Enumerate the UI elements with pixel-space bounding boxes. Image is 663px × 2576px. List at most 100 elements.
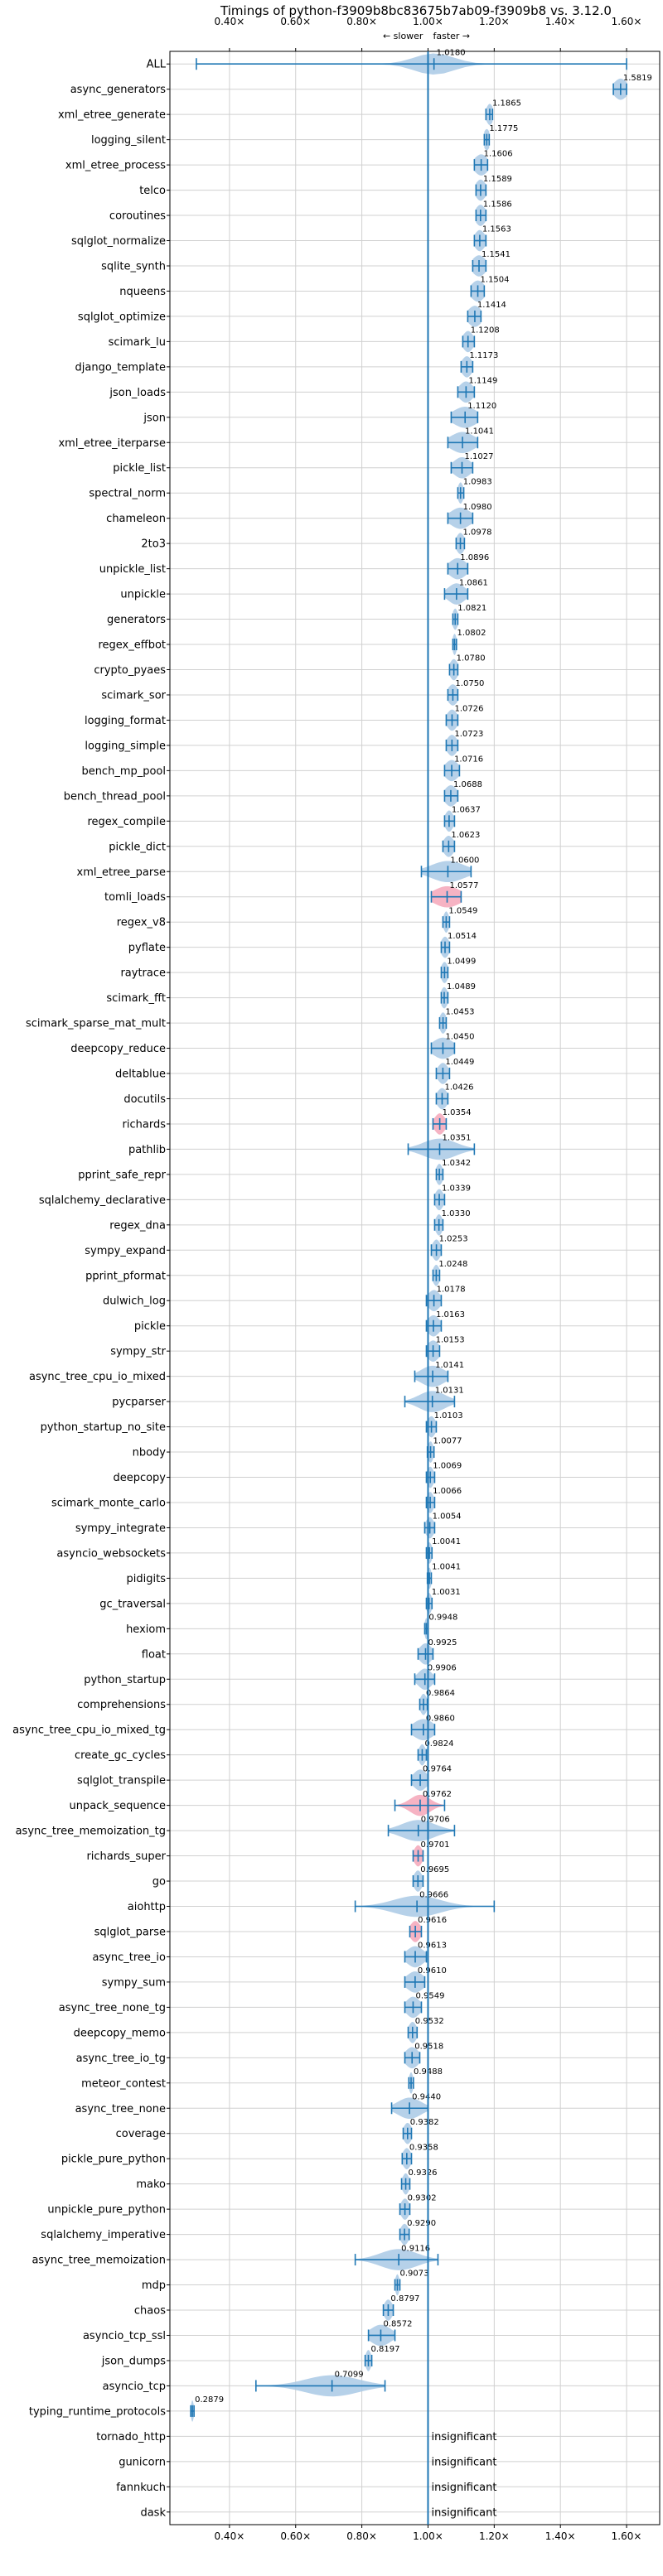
benchmark-label: unpack_sequence: [69, 1800, 166, 1812]
benchmark-label: regex_effbot: [98, 639, 166, 652]
value-label: 0.8572: [383, 2320, 412, 2329]
benchmark-label: tornado_http: [96, 2431, 166, 2443]
value-label: 1.0723: [454, 730, 483, 739]
value-label: 0.9290: [407, 2219, 436, 2228]
benchmark-label: pycparser: [112, 1397, 166, 1409]
value-label: 1.0780: [457, 654, 486, 663]
benchmark-label: comprehensions: [77, 1699, 166, 1711]
violin-bench_mp_pool: 1.0716: [443, 755, 483, 782]
top-tick-label: 1.40×: [545, 16, 576, 27]
violin-pickle: 1.0163: [425, 1310, 465, 1337]
value-label: 1.1589: [483, 175, 512, 184]
value-label: 1.1149: [468, 377, 497, 386]
benchmark-label: pidigits: [127, 1573, 167, 1585]
violin-deepcopy_reduce: 1.0450: [430, 1033, 474, 1059]
insignificant-label: insignificant: [431, 2506, 496, 2519]
violin-sympy_sum: 0.9610: [404, 1966, 447, 1993]
violin-pickle_pure_python: 0.9358: [401, 2143, 438, 2169]
value-label: 0.9948: [428, 1614, 457, 1623]
benchmark-label: xml_etree_generate: [58, 109, 166, 122]
top-tick-label: 0.60×: [280, 16, 311, 27]
benchmark-label: hexiom: [126, 1623, 166, 1636]
value-label: 1.0031: [432, 1588, 461, 1597]
violin-meteor_contest: 0.9488: [408, 2067, 443, 2094]
value-label: 1.0637: [452, 806, 481, 815]
violin-asyncio_websockets: 1.0041: [425, 1537, 461, 1564]
violin-asyncio_tcp: 0.7099: [255, 2371, 386, 2397]
violin-unpickle_list: 1.0896: [447, 553, 489, 580]
benchmark-label: scimark_lu: [109, 336, 166, 349]
value-label: 0.9549: [415, 1992, 444, 2001]
benchmark-label: async_tree_none_tg: [59, 2002, 166, 2014]
violin-pprint_pformat: 1.0248: [432, 1260, 467, 1286]
benchmark-label: crypto_pyaes: [94, 664, 166, 677]
violin-nbody: 1.0077: [426, 1436, 462, 1463]
value-label: 0.9613: [418, 1942, 447, 1951]
bottom-tick-label: 0.60×: [280, 2530, 311, 2542]
value-label: 1.1563: [482, 225, 511, 234]
benchmark-label: logging_silent: [91, 134, 166, 147]
bottom-axis-ticks: 0.40× 0.60× 0.80× 1.00× 1.20× 1.40× 1.60×: [214, 2525, 641, 2542]
value-label: 1.0802: [457, 629, 486, 638]
violin-ALL: 1.0180: [196, 48, 627, 75]
violin-chaos: 0.8797: [382, 2294, 419, 2321]
violin-docutils: 1.0426: [435, 1083, 473, 1110]
value-label: 0.9701: [421, 1840, 450, 1850]
value-label: 1.0600: [450, 856, 479, 865]
benchmark-label: unpickle: [120, 589, 166, 601]
benchmark-label: mako: [136, 2178, 166, 2191]
violin-logging_format: 1.0726: [445, 705, 483, 731]
violin-sqlglot_parse: 0.9616: [409, 1916, 447, 1942]
benchmark-label: async_tree_memoization_tg: [16, 1826, 166, 1838]
value-label: 1.0716: [454, 755, 483, 765]
violin-unpack_sequence: 0.9762: [394, 1790, 452, 1816]
benchmark-label: telco: [139, 185, 166, 197]
benchmark-label: bench_mp_pool: [81, 765, 166, 778]
top-tick-label: 1.00×: [413, 16, 443, 27]
benchmark-label: chameleon: [106, 513, 166, 525]
violin-scimark_sparse_mat_mult: 1.0453: [438, 1007, 475, 1034]
value-label: 1.0054: [433, 1512, 462, 1522]
violin-scimark_sor: 1.0750: [447, 679, 484, 706]
violin-pprint_safe_repr: 1.0342: [435, 1159, 471, 1185]
benchmark-label: meteor_contest: [81, 2077, 166, 2090]
violin-pickle_list: 1.1027: [450, 452, 493, 479]
violin-deepcopy: 1.0069: [425, 1462, 462, 1488]
benchmark-label: pyflate: [128, 942, 166, 954]
violin-scimark_fft: 1.0489: [440, 982, 476, 1009]
benchmark-label: sympy_expand: [85, 1245, 166, 1257]
value-label: 1.0163: [436, 1310, 465, 1319]
value-label: 1.0103: [434, 1411, 463, 1421]
benchmark-label: pickle_list: [113, 462, 166, 475]
benchmark-label: xml_etree_parse: [77, 866, 166, 879]
benchmark-label: async_tree_cpu_io_mixed: [29, 1371, 166, 1383]
violin-2to3: 1.0978: [455, 528, 492, 554]
benchmark-label: deepcopy: [113, 1472, 166, 1484]
value-label: 1.1120: [467, 402, 496, 411]
chart-title: Timings of python-f3909b8bc83675b7ab09-f…: [220, 3, 612, 18]
benchmark-marks: 1.0180 1.5819 1.1865 1.1775 1.1606 1.1589 1.15…: [190, 48, 652, 2519]
benchmark-label: django_template: [75, 361, 166, 374]
violin-create_gc_cycles: 0.9824: [417, 1739, 453, 1766]
violin-sqlite_synth: 1.1541: [472, 250, 511, 277]
violin-django_template: 1.1173: [460, 351, 498, 378]
plot-frame: [169, 51, 661, 2525]
benchmark-label: async_generators: [70, 84, 167, 96]
value-label: 0.9382: [410, 2118, 439, 2127]
value-label: 1.1541: [482, 250, 511, 259]
grid-lines: [170, 51, 660, 2525]
benchmark-label: json_loads: [109, 387, 166, 399]
benchmark-label: fannkuch: [116, 2482, 166, 2494]
benchmark-label: asyncio_tcp: [103, 2381, 166, 2393]
value-label: 1.1606: [484, 149, 513, 158]
violin-aiohttp: 0.9666: [354, 1891, 496, 1918]
value-label: 1.0514: [448, 932, 477, 941]
value-label: 1.0342: [442, 1159, 471, 1168]
value-label: 1.1041: [465, 427, 494, 436]
violin-pidigits: 1.0041: [426, 1563, 461, 1589]
benchmark-label: aiohttp: [128, 1901, 166, 1913]
value-label: 1.0178: [437, 1285, 466, 1294]
benchmark-label: regex_dna: [109, 1219, 166, 1232]
benchmark-label: pprint_safe_repr: [78, 1169, 166, 1181]
value-label: 0.9666: [419, 1891, 448, 1900]
